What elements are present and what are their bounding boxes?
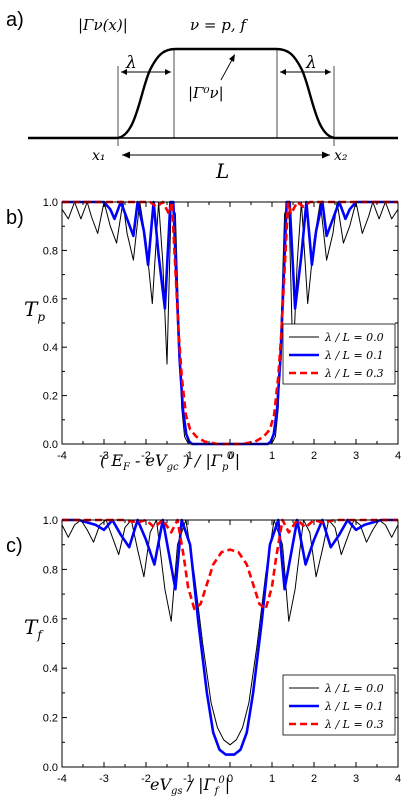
x-tick-label-b-3: -1 [183, 450, 193, 462]
panel-label-c: c) [6, 535, 23, 557]
x-tick-label-c-6: 2 [311, 773, 317, 785]
ylabel-c: Tf [24, 615, 44, 642]
legend-label-b-1: λ / L = 0.1 [324, 349, 384, 362]
x-tick-label-b-2: -2 [141, 450, 151, 462]
xlabel-c: eVgs / |Γf0| [150, 775, 230, 797]
legend-c: λ / L = 0.0 λ / L = 0.1 λ / L = 0.3 [282, 674, 396, 736]
y-tick-label-b-4: 0.8 [43, 245, 58, 257]
transmission-f-panel: c) -4 -3 -2 -1 0 1 2 3 4 0.0 0.2 0.4 0.6 0.8 1.0 λ / L … [6, 515, 401, 797]
series-line-c-0 [62, 519, 398, 746]
y-tick-label-b-1: 0.2 [43, 391, 58, 403]
axes-frame-b [61, 201, 399, 445]
plateau-pointer [220, 57, 234, 81]
x2-label: x₂ [334, 148, 348, 164]
x-tick-label-c-0: -4 [57, 773, 67, 785]
legend-label-c-0: λ / L = 0.0 [324, 682, 384, 695]
y-tick-label-b-0: 0.0 [43, 439, 58, 451]
schematic-function-label: |Γν(x)| [78, 16, 128, 34]
y-tick-label-c-1: 0.2 [43, 713, 58, 725]
y-tick-label-c-4: 0.8 [43, 564, 58, 576]
legend-label-c-1: λ / L = 0.1 [324, 700, 384, 713]
plot-area-c: -4 -3 -2 -1 0 1 2 3 4 0.0 0.2 0.4 0.6 0.8 1.0 λ / L = 0… [43, 515, 401, 785]
x-tick-label-c-3: -1 [183, 773, 193, 785]
x-tick-label-b-7: 3 [353, 450, 359, 462]
y-tick-label-c-2: 0.4 [43, 663, 58, 675]
y-tick-label-b-3: 0.6 [43, 294, 58, 306]
lambda-left-arrowheads [121, 69, 171, 75]
schematic-panel: a) |Γν(x)| ν = p, f λ λ |Γ⁰ν| x₁ x₂ L [6, 9, 398, 183]
x-tick-label-c-5: 1 [269, 773, 275, 785]
y-tick-label-b-2: 0.4 [43, 342, 58, 354]
plateau-label: |Γ⁰ν| [188, 84, 224, 102]
legend-label-b-2: λ / L = 0.3 [324, 367, 384, 380]
lambda-right-label: λ [305, 53, 317, 73]
x1-label: x₁ [92, 148, 106, 164]
length-label: L [215, 159, 229, 183]
series-line-c-1 [62, 518, 398, 756]
x-tick-label-b-6: 2 [311, 450, 317, 462]
x-tick-label-b-1: -3 [99, 450, 109, 462]
x-tick-label-b-8: 4 [395, 450, 401, 462]
panel-label-b: b) [6, 207, 24, 229]
y-tick-label-c-0: 0.0 [43, 762, 58, 774]
series-line-b-0 [62, 201, 398, 445]
legend-b: λ / L = 0.0 λ / L = 0.1 λ / L = 0.3 [282, 323, 396, 385]
xlabel-b: ( EF - eVgc ) / |Γp0| [100, 451, 240, 473]
x-tick-label-c-2: -2 [141, 773, 151, 785]
lambda-right-arrowheads [280, 69, 331, 75]
series-line-c-2 [62, 518, 398, 611]
x-tick-label-b-4: 0 [227, 450, 233, 462]
x-tick-label-c-4: 0 [227, 773, 233, 785]
legend-label-b-0: λ / L = 0.0 [324, 331, 384, 344]
transmission-p-panel: b) -4 -3 -2 -1 0 1 2 3 4 0.0 0.2 0.4 0.6 0.8 1.0 λ / L … [6, 197, 401, 473]
series-line-b-1 [62, 200, 398, 446]
plot-area-b: -4 -3 -2 -1 0 1 2 3 4 0.0 0.2 0.4 0.6 0.8 1.0 λ / L = 0… [43, 197, 401, 462]
series-group-b [62, 200, 398, 446]
x-tick-label-c-7: 3 [353, 773, 359, 785]
x-tick-label-c-1: -3 [99, 773, 109, 785]
plateau-pointer-head [229, 54, 235, 62]
legend-label-c-2: λ / L = 0.3 [324, 718, 384, 731]
lambda-left-label: λ [125, 53, 137, 73]
schematic-profile-curve [28, 47, 398, 140]
y-tick-label-c-3: 0.6 [43, 614, 58, 626]
schematic-nu-label: ν = p, f [190, 16, 248, 34]
x-tick-label-c-8: 4 [395, 773, 401, 785]
x-tick-label-b-0: -4 [57, 450, 67, 462]
panel-label-a: a) [6, 9, 24, 31]
y-tick-label-b-5: 1.0 [43, 197, 58, 209]
series-group-c [62, 518, 398, 756]
series-line-b-2 [62, 200, 398, 446]
x-tick-label-b-5: 1 [269, 450, 275, 462]
y-tick-label-c-5: 1.0 [43, 515, 58, 527]
